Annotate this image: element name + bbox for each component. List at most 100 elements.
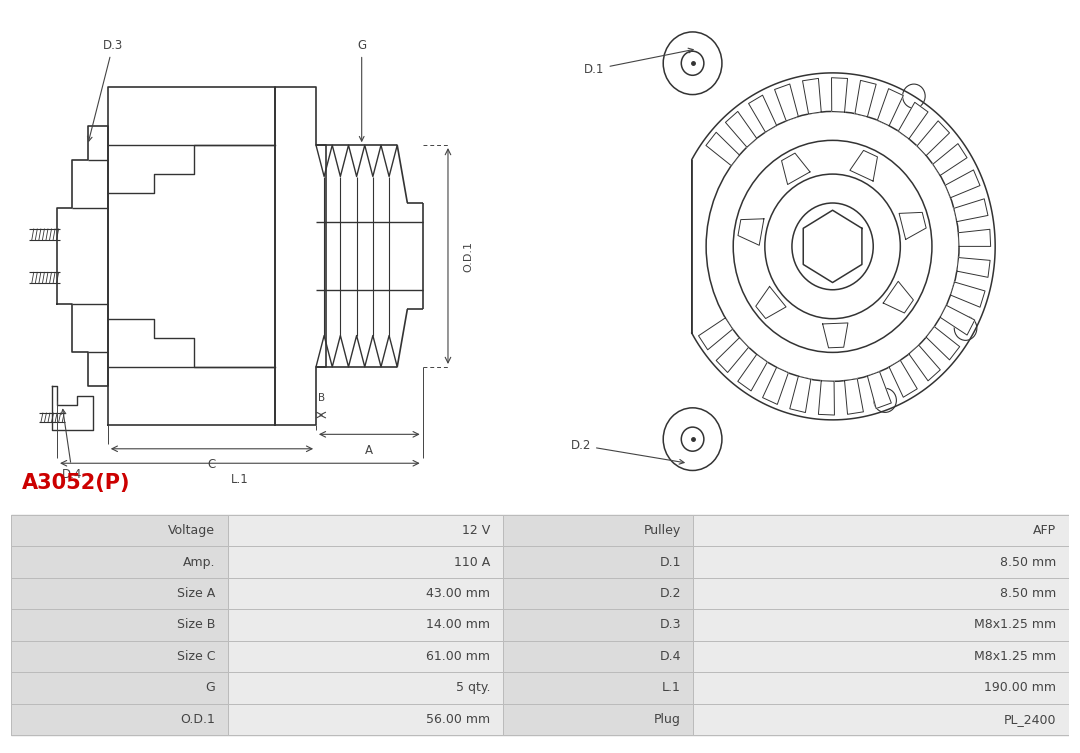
Text: O.D.1: O.D.1	[463, 240, 473, 272]
Polygon shape	[917, 120, 949, 156]
Polygon shape	[958, 230, 990, 246]
Text: A: A	[365, 444, 374, 457]
Polygon shape	[933, 144, 967, 175]
Text: Size A: Size A	[177, 587, 215, 600]
Text: D.1: D.1	[659, 556, 680, 569]
Polygon shape	[52, 386, 93, 429]
Text: L.1: L.1	[231, 473, 248, 486]
Text: 8.50 mm: 8.50 mm	[1000, 556, 1056, 569]
Polygon shape	[699, 318, 732, 350]
Polygon shape	[867, 372, 891, 409]
Polygon shape	[804, 210, 862, 282]
Bar	[503, 515, 693, 547]
Bar	[228, 609, 503, 641]
Bar	[503, 578, 693, 609]
Polygon shape	[762, 367, 788, 404]
Text: D.4: D.4	[62, 410, 82, 480]
Bar	[693, 672, 1069, 703]
Bar	[693, 641, 1069, 672]
Text: O.D.1: O.D.1	[180, 713, 215, 726]
Polygon shape	[774, 84, 798, 121]
Bar	[693, 578, 1069, 609]
Polygon shape	[909, 345, 941, 381]
Polygon shape	[738, 219, 764, 245]
Polygon shape	[889, 361, 917, 398]
Bar	[11, 703, 228, 735]
Bar	[693, 609, 1069, 641]
Text: 5 qty.: 5 qty.	[456, 681, 490, 694]
Polygon shape	[726, 111, 757, 147]
Text: Size C: Size C	[176, 650, 215, 663]
Text: 110 A: 110 A	[454, 556, 490, 569]
Text: D.4: D.4	[659, 650, 680, 663]
Text: B: B	[318, 393, 325, 403]
Polygon shape	[57, 126, 108, 386]
Polygon shape	[954, 199, 988, 221]
Bar	[11, 515, 228, 547]
Polygon shape	[748, 95, 777, 132]
Text: D.3: D.3	[659, 618, 680, 632]
Bar	[503, 547, 693, 578]
Polygon shape	[716, 337, 748, 373]
Polygon shape	[802, 78, 821, 114]
Text: M8x1.25 mm: M8x1.25 mm	[974, 618, 1056, 632]
Polygon shape	[883, 282, 914, 313]
Bar	[503, 609, 693, 641]
Bar	[503, 641, 693, 672]
Polygon shape	[927, 327, 960, 360]
Bar	[503, 672, 693, 703]
Polygon shape	[819, 381, 835, 415]
Bar	[11, 641, 228, 672]
Text: L.1: L.1	[662, 681, 680, 694]
Bar	[11, 609, 228, 641]
Polygon shape	[832, 78, 848, 112]
Text: G: G	[205, 681, 215, 694]
Text: C: C	[207, 459, 216, 471]
Text: D.3: D.3	[87, 39, 123, 142]
Bar	[228, 578, 503, 609]
Text: PL_2400: PL_2400	[1004, 713, 1056, 726]
Polygon shape	[692, 73, 995, 420]
Bar	[11, 515, 1069, 735]
Bar	[228, 547, 503, 578]
Polygon shape	[823, 323, 848, 348]
Polygon shape	[756, 286, 786, 319]
Text: Size B: Size B	[177, 618, 215, 632]
Bar	[228, 703, 503, 735]
Polygon shape	[899, 102, 928, 139]
Polygon shape	[855, 81, 876, 117]
Polygon shape	[789, 376, 811, 413]
Polygon shape	[108, 87, 275, 425]
Bar	[693, 515, 1069, 547]
Bar	[11, 672, 228, 703]
Polygon shape	[957, 258, 990, 277]
Polygon shape	[845, 379, 863, 414]
Polygon shape	[706, 133, 740, 166]
Text: A3052(P): A3052(P)	[22, 473, 130, 493]
Polygon shape	[900, 212, 927, 239]
Text: D.2: D.2	[570, 439, 684, 464]
Text: Pulley: Pulley	[644, 524, 680, 537]
Text: 14.00 mm: 14.00 mm	[427, 618, 490, 632]
Text: G: G	[357, 39, 366, 141]
Text: 61.00 mm: 61.00 mm	[427, 650, 490, 663]
Text: 56.00 mm: 56.00 mm	[427, 713, 490, 726]
Text: M8x1.25 mm: M8x1.25 mm	[974, 650, 1056, 663]
Text: 43.00 mm: 43.00 mm	[427, 587, 490, 600]
Polygon shape	[877, 89, 903, 126]
Text: Amp.: Amp.	[183, 556, 215, 569]
Text: D.2: D.2	[659, 587, 680, 600]
Bar	[693, 703, 1069, 735]
Polygon shape	[782, 153, 810, 184]
Text: Voltage: Voltage	[168, 524, 215, 537]
Polygon shape	[275, 87, 326, 425]
Polygon shape	[950, 282, 985, 307]
Text: AFP: AFP	[1034, 524, 1056, 537]
Polygon shape	[945, 170, 980, 198]
Bar	[11, 547, 228, 578]
Bar	[11, 578, 228, 609]
Text: 190.00 mm: 190.00 mm	[985, 681, 1056, 694]
Bar	[228, 641, 503, 672]
Bar	[228, 515, 503, 547]
Text: D.1: D.1	[584, 48, 693, 76]
